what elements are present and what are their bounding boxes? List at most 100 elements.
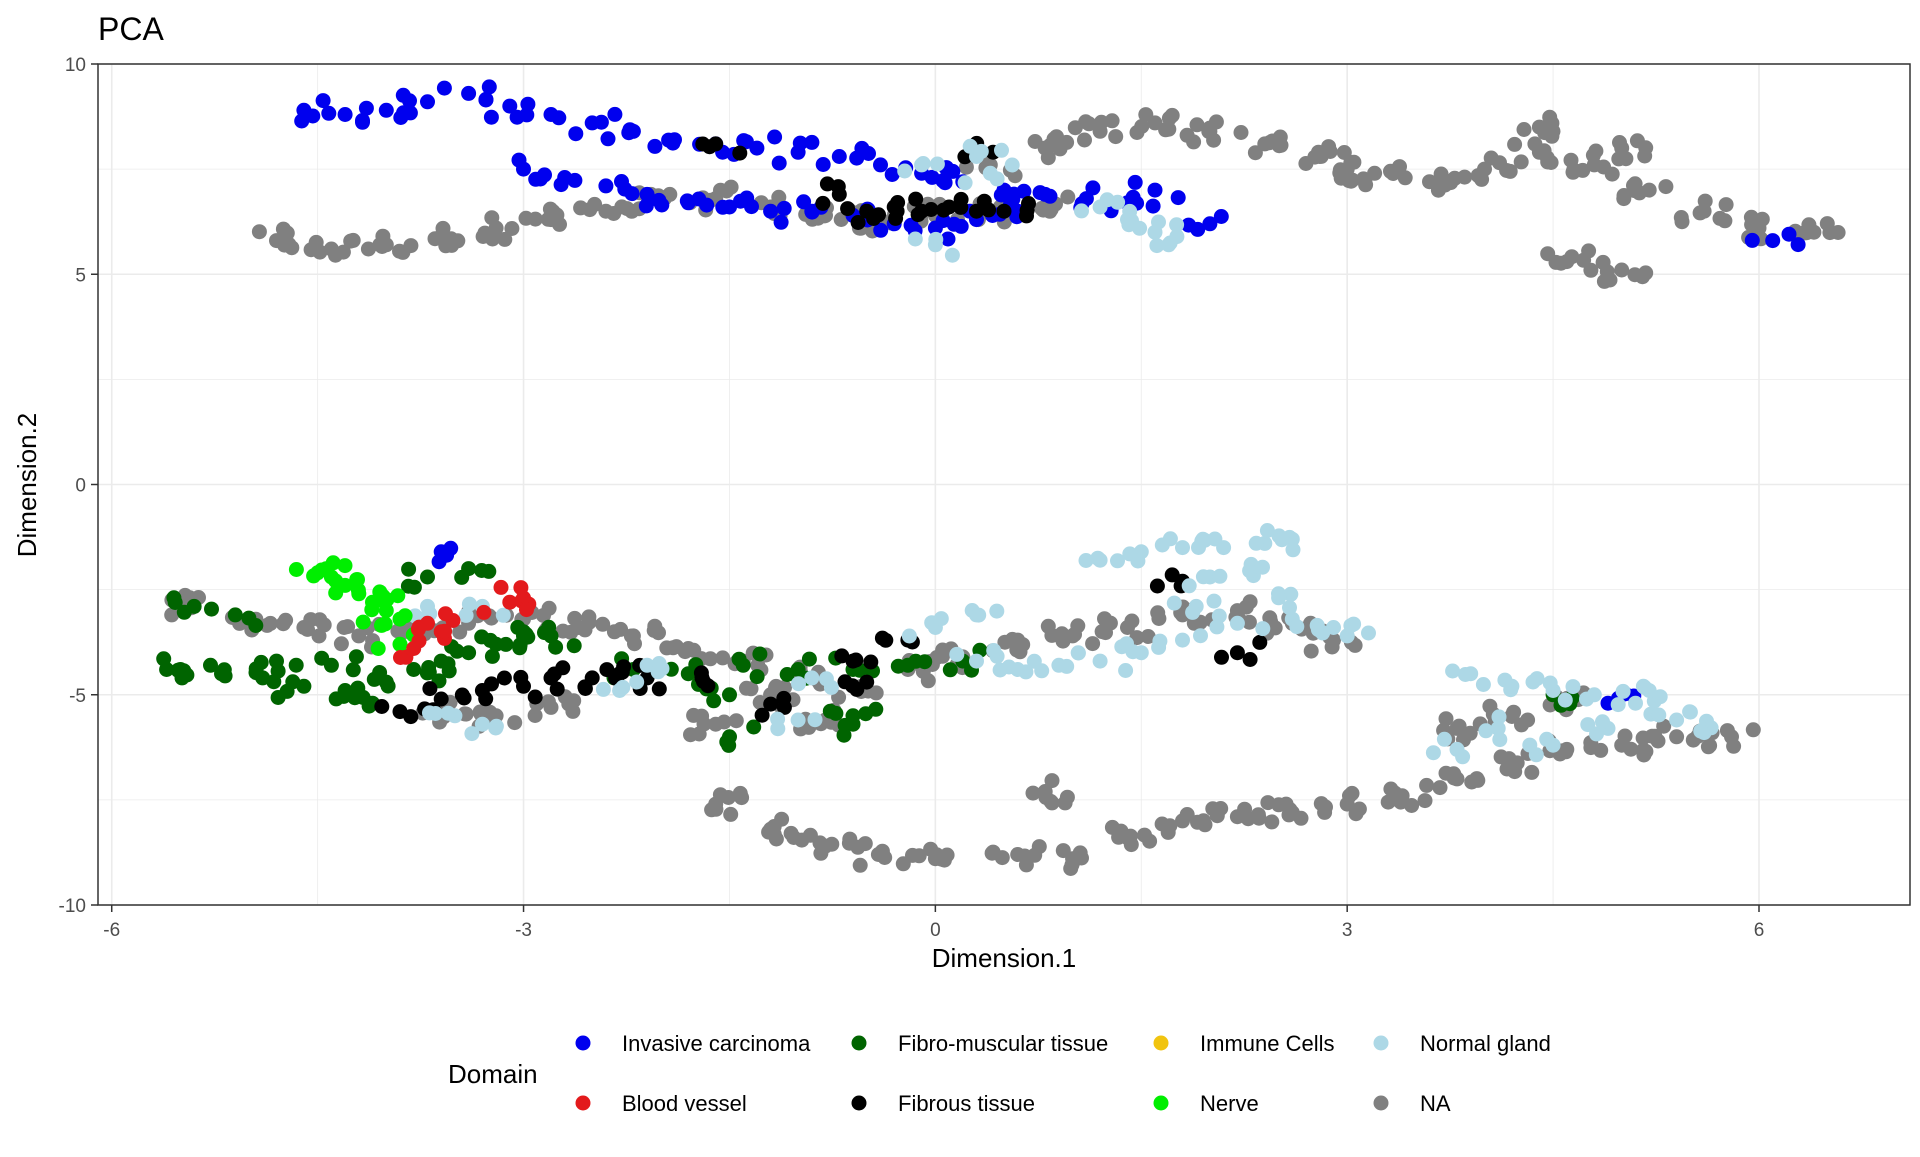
data-point xyxy=(375,228,391,244)
data-point xyxy=(722,687,737,703)
data-point xyxy=(1031,839,1047,855)
data-point xyxy=(288,657,304,673)
data-point xyxy=(1470,168,1486,184)
data-point xyxy=(815,157,831,172)
data-point xyxy=(1417,793,1433,809)
data-point xyxy=(1015,637,1031,653)
data-point xyxy=(248,618,264,633)
x-tick-label: 6 xyxy=(1754,920,1765,941)
data-point xyxy=(513,669,529,685)
data-point xyxy=(1475,677,1491,692)
data-point xyxy=(1520,712,1536,728)
data-point xyxy=(567,172,583,188)
data-point xyxy=(1501,751,1517,767)
data-point xyxy=(1021,196,1036,211)
data-point xyxy=(1516,122,1532,137)
data-point xyxy=(1085,180,1101,196)
data-point xyxy=(527,211,543,227)
data-point xyxy=(1197,817,1213,833)
data-point xyxy=(870,847,886,862)
data-point xyxy=(519,602,534,618)
data-point xyxy=(251,224,267,240)
data-point xyxy=(638,198,654,214)
data-point xyxy=(364,602,380,618)
data-point xyxy=(1043,794,1059,809)
data-point xyxy=(1059,134,1075,150)
data-point xyxy=(1186,134,1202,150)
data-point xyxy=(484,676,499,692)
data-point xyxy=(481,79,497,95)
data-point xyxy=(170,662,186,678)
data-point xyxy=(502,98,518,114)
data-point xyxy=(716,714,732,730)
data-point xyxy=(360,241,376,257)
data-point xyxy=(1202,120,1218,136)
data-point xyxy=(1457,667,1473,682)
chart-title: PCA xyxy=(98,11,164,47)
data-point xyxy=(696,674,711,689)
data-point xyxy=(305,108,321,124)
data-point xyxy=(266,674,282,690)
data-point xyxy=(1599,264,1615,280)
data-point xyxy=(1175,632,1190,648)
data-point xyxy=(566,638,582,654)
data-point xyxy=(694,708,710,724)
data-point xyxy=(1491,709,1507,725)
data-point xyxy=(715,650,731,666)
data-point xyxy=(403,709,419,725)
data-point xyxy=(203,657,218,673)
data-point xyxy=(728,713,744,729)
data-point xyxy=(1242,652,1258,667)
data-point xyxy=(897,163,913,179)
data-point xyxy=(868,701,884,717)
data-point xyxy=(1583,262,1599,278)
data-point xyxy=(444,234,460,250)
data-point xyxy=(164,607,180,623)
data-point xyxy=(474,629,490,645)
data-point xyxy=(1629,133,1645,149)
data-point xyxy=(845,708,861,724)
data-point xyxy=(166,590,182,606)
data-point xyxy=(923,202,939,217)
data-point xyxy=(1118,663,1134,678)
y-tick-label: 0 xyxy=(75,476,86,497)
data-point xyxy=(720,790,736,805)
data-point xyxy=(791,676,806,692)
data-point xyxy=(1432,780,1448,796)
data-point xyxy=(527,689,543,705)
data-point xyxy=(595,616,611,632)
data-point xyxy=(1267,620,1283,636)
data-point xyxy=(156,651,172,667)
data-point xyxy=(1078,114,1094,130)
data-point xyxy=(464,726,480,742)
data-point xyxy=(536,608,551,623)
data-point xyxy=(937,175,953,191)
data-point xyxy=(908,653,924,669)
data-point xyxy=(1166,595,1182,611)
data-point xyxy=(507,715,523,731)
data-point xyxy=(1078,553,1094,568)
data-point xyxy=(992,662,1008,678)
data-point xyxy=(1343,618,1359,634)
data-point xyxy=(1274,532,1290,548)
data-point xyxy=(1656,718,1672,734)
data-point xyxy=(771,155,787,171)
data-point xyxy=(1507,136,1523,152)
data-point xyxy=(1207,531,1223,547)
data-point xyxy=(702,651,718,667)
data-point xyxy=(1145,198,1161,214)
data-point xyxy=(1614,262,1630,278)
data-point xyxy=(989,171,1005,187)
data-point xyxy=(1110,553,1125,569)
data-point xyxy=(374,699,390,714)
data-point xyxy=(1617,728,1633,744)
y-tick-label: 10 xyxy=(65,55,86,76)
data-point xyxy=(366,671,382,687)
y-tick-label: -5 xyxy=(69,686,86,707)
data-point xyxy=(1462,725,1478,741)
data-point xyxy=(542,201,558,217)
data-point xyxy=(1726,738,1742,754)
data-point xyxy=(1628,695,1643,711)
data-point xyxy=(288,562,304,577)
data-point xyxy=(1060,189,1076,205)
